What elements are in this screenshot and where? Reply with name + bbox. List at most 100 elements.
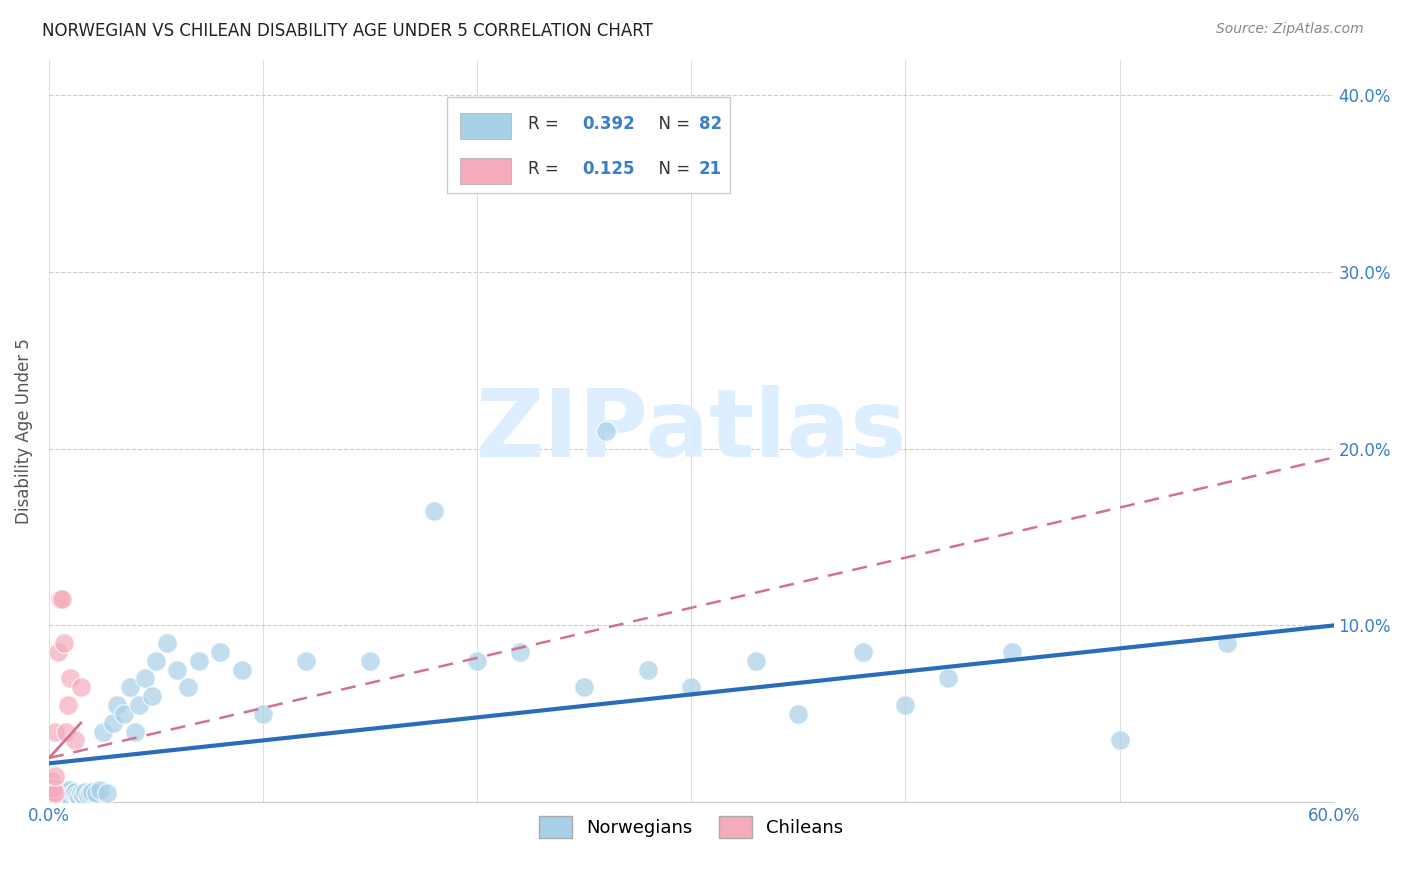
Point: [91, 724, 114, 739]
Point: [141, 689, 163, 703]
Point: [209, 645, 232, 659]
Point: [52, 788, 75, 802]
Point: [574, 681, 596, 695]
Point: [51, 786, 73, 800]
Point: [1108, 733, 1130, 747]
Point: [46, 789, 69, 804]
Point: [42, 785, 65, 799]
Point: [51, 591, 73, 606]
Point: [63, 785, 86, 799]
Point: [46, 645, 69, 659]
Point: [124, 724, 146, 739]
Point: [252, 706, 274, 721]
Point: [89, 783, 111, 797]
Point: [70, 681, 93, 695]
Point: [128, 698, 150, 712]
Point: [39, 789, 62, 804]
Point: [55, 786, 77, 800]
Y-axis label: Disability Age Under 5: Disability Age Under 5: [15, 338, 32, 524]
Point: [134, 672, 156, 686]
Point: [509, 645, 531, 659]
Point: [42, 791, 65, 805]
Point: [79, 786, 101, 800]
Point: [52, 785, 75, 799]
Point: [66, 788, 89, 802]
Point: [51, 783, 73, 797]
Text: NORWEGIAN VS CHILEAN DISABILITY AGE UNDER 5 CORRELATION CHART: NORWEGIAN VS CHILEAN DISABILITY AGE UNDE…: [42, 22, 652, 40]
Point: [75, 785, 97, 799]
Point: [55, 724, 77, 739]
Text: ZIPatlas: ZIPatlas: [475, 385, 907, 477]
Point: [44, 789, 66, 804]
Point: [46, 788, 69, 802]
Text: 0.392: 0.392: [582, 115, 636, 133]
FancyBboxPatch shape: [447, 96, 730, 194]
Point: [96, 786, 118, 800]
Point: [465, 654, 488, 668]
Point: [48, 791, 70, 805]
Point: [55, 788, 77, 802]
Point: [62, 786, 84, 800]
Point: [42, 788, 65, 802]
Point: [39, 786, 62, 800]
Point: [48, 785, 70, 799]
Point: [852, 645, 875, 659]
Point: [39, 783, 62, 797]
Point: [42, 788, 65, 802]
Text: 21: 21: [699, 161, 723, 178]
Point: [52, 789, 75, 804]
Point: [46, 786, 69, 800]
Point: [39, 778, 62, 792]
Point: [44, 786, 66, 800]
Point: [46, 785, 69, 799]
Point: [44, 724, 66, 739]
FancyBboxPatch shape: [460, 112, 512, 138]
Point: [59, 789, 82, 804]
Point: [42, 781, 65, 796]
Point: [58, 698, 80, 712]
Point: [72, 788, 94, 802]
Point: [120, 681, 142, 695]
Text: 0.125: 0.125: [582, 161, 634, 178]
Point: [51, 789, 73, 804]
Point: [67, 789, 90, 804]
Point: [637, 663, 659, 677]
Point: [58, 789, 80, 804]
Point: [44, 769, 66, 783]
Point: [44, 786, 66, 800]
Point: [48, 591, 70, 606]
Point: [48, 788, 70, 802]
Point: [42, 781, 65, 796]
Point: [84, 786, 107, 800]
Point: [42, 785, 65, 799]
Point: [145, 654, 167, 668]
FancyBboxPatch shape: [460, 158, 512, 184]
Point: [177, 681, 200, 695]
Point: [295, 654, 318, 668]
Text: R =: R =: [529, 115, 564, 133]
Point: [787, 706, 810, 721]
Text: N =: N =: [648, 115, 695, 133]
Point: [44, 791, 66, 805]
Point: [80, 785, 103, 799]
Text: Source: ZipAtlas.com: Source: ZipAtlas.com: [1216, 22, 1364, 37]
Point: [231, 663, 253, 677]
Legend: Norwegians, Chileans: Norwegians, Chileans: [531, 809, 851, 846]
Point: [39, 781, 62, 796]
Point: [744, 654, 766, 668]
Point: [58, 785, 80, 799]
Point: [52, 636, 75, 650]
Point: [936, 672, 959, 686]
Point: [59, 672, 82, 686]
Point: [48, 781, 70, 796]
Point: [59, 783, 82, 797]
Point: [70, 786, 93, 800]
Point: [166, 663, 188, 677]
Point: [39, 774, 62, 789]
Point: [681, 681, 703, 695]
Text: N =: N =: [648, 161, 695, 178]
Point: [39, 786, 62, 800]
Point: [63, 733, 86, 747]
Point: [595, 424, 617, 438]
Point: [187, 654, 209, 668]
